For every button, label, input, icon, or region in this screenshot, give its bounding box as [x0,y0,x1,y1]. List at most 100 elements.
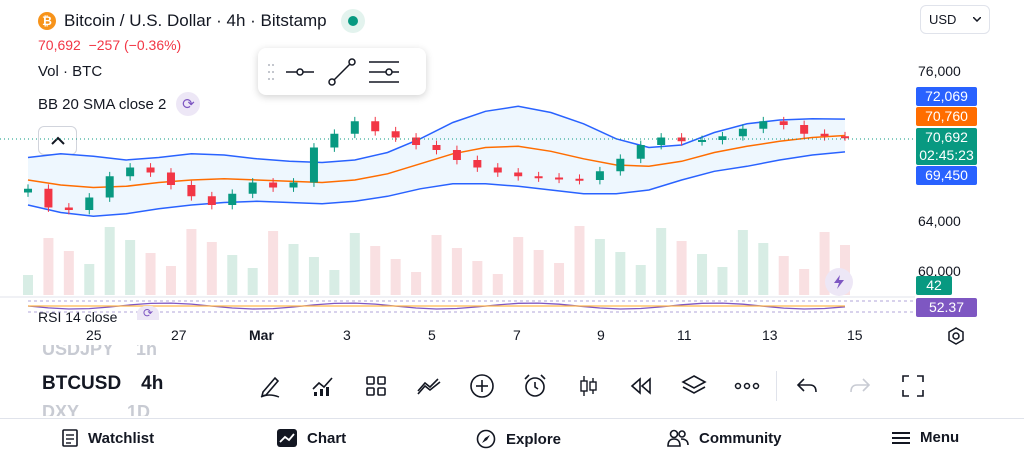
chevron-down-icon [973,17,981,22]
rsi-legend-label[interactable]: RSI 14 close [38,309,118,325]
candle [595,171,604,180]
volume-bar [615,252,626,295]
redo-icon[interactable] [840,368,880,404]
replay-icon[interactable] [621,368,661,404]
symbol-header[interactable]: ₿ Bitcoin / U.S. Dollar · 4h · Bitstamp [38,9,365,33]
currency-value: USD [929,12,957,27]
volume-bar [472,261,483,295]
time-tick: 3 [343,327,351,343]
symbol-next[interactable]: DXY 1D [42,402,150,416]
nav-watchlist[interactable]: Watchlist [62,429,154,447]
indicators-icon[interactable] [303,368,343,404]
undo-icon[interactable] [787,368,827,404]
candle [289,182,298,188]
volume-bar [533,250,544,295]
candle [330,133,339,148]
compass-icon [476,429,496,449]
chart-icon [277,429,297,447]
last-price-value: 70,692 [925,129,968,145]
candle [555,177,564,180]
alarm-icon[interactable] [515,368,555,404]
nav-explore[interactable]: Explore [476,429,561,449]
candle [105,176,114,198]
nav-menu-label: Menu [920,429,960,446]
candle [452,150,461,160]
layout-grid-icon[interactable] [356,368,396,404]
bb-legend-label: BB 20 SMA close 2 [38,95,167,113]
bb-legend[interactable]: BB 20 SMA close 2 ⟳ [38,92,201,116]
volume-bar [799,269,810,295]
settings-lines-icon[interactable] [368,56,400,88]
symbol-current[interactable]: BTCUSD 4h [42,373,163,395]
time-tick: 7 [513,327,521,343]
candle [820,133,829,137]
currency-select[interactable]: USD [920,5,990,34]
candle [228,193,237,205]
candle [207,196,216,205]
candle [432,145,441,150]
candle [85,197,94,210]
volume-bar [390,259,401,295]
volume-bar [819,232,830,295]
volume-bar [84,264,95,295]
symbol-next-tf: 1D [127,402,151,416]
symbol-prev-tf: 1h [136,345,158,359]
time-tick: 13 [762,327,778,343]
volume-bar [492,274,503,295]
collapse-legend-button[interactable] [38,126,77,155]
volume-bar [23,275,33,295]
candle-style-icon[interactable] [568,368,608,404]
volume-bar [717,267,728,295]
symbol-next-name: DXY [42,402,80,416]
layers-icon[interactable] [674,368,714,404]
chevron-up-icon [50,136,65,145]
hamburger-menu-icon [892,431,910,444]
horizontal-line-tool-icon[interactable] [284,56,316,88]
fullscreen-icon[interactable] [893,368,933,404]
nav-explore-label: Explore [506,430,562,448]
nav-menu[interactable]: Menu [892,429,959,446]
nav-community-label: Community [699,429,782,447]
chart-toolbar [250,368,946,404]
symbol-prev-name: USDJPY [42,345,115,359]
nav-community[interactable]: Community [667,429,782,447]
candle [493,167,502,173]
volume-bar [43,238,54,295]
candle [350,121,359,134]
refresh-icon[interactable]: ⟳ [176,92,201,116]
volume-bar [206,242,217,295]
candle [371,121,380,132]
price-tick: 60,000 [918,263,961,279]
compare-icon[interactable] [409,368,449,404]
nav-chart[interactable]: Chart [277,429,346,447]
price-change: 70,692 −257 (−0.36%) [38,37,182,53]
rsi-refresh-icon[interactable]: ⟳ [137,306,159,320]
symbol-prev[interactable]: USDJPY 1h [42,345,157,361]
more-icon[interactable] [727,368,767,404]
price-tick: 64,000 [918,213,961,229]
bb-basis-badge: 70,760 [916,107,977,126]
volume-bar [554,263,565,295]
pencil-icon[interactable] [250,368,290,404]
volume-legend[interactable]: Vol · BTC [38,63,103,80]
add-icon[interactable] [462,368,502,404]
symbol-current-name: BTCUSD [42,373,122,394]
volume-bar [370,246,381,295]
volume-bar [349,233,360,295]
lightning-icon[interactable] [825,268,853,296]
time-tick: 11 [677,327,692,343]
volume-bar [513,237,524,295]
volume-bar [247,268,258,295]
drawing-toolbox[interactable] [258,48,426,95]
symbol-title[interactable]: Bitcoin / U.S. Dollar · 4h · Bitstamp [64,11,327,30]
time-tick: 25 [86,327,102,343]
bitcoin-logo-icon: ₿ [38,12,56,30]
volume-bar [268,231,279,295]
trend-line-tool-icon[interactable] [326,56,358,88]
price-chart[interactable] [0,40,915,325]
nav-watchlist-label: Watchlist [88,429,155,447]
volume-bar [165,266,176,295]
volume-bar [145,253,156,295]
drag-handle-icon[interactable] [268,63,274,81]
chart-settings-icon[interactable] [946,326,966,351]
